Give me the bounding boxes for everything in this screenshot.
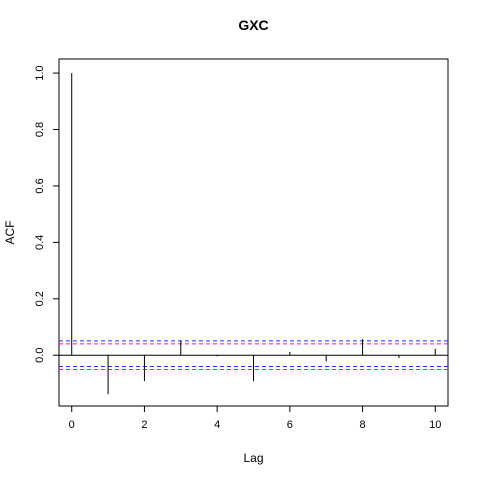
x-tick-label: 4 xyxy=(214,419,220,431)
y-tick-label: 1.0 xyxy=(34,65,46,80)
y-tick-label: 0.0 xyxy=(34,348,46,363)
y-tick-label: 0.6 xyxy=(34,178,46,193)
plot-frame xyxy=(58,58,449,407)
y-tick-label: 0.8 xyxy=(34,122,46,137)
x-tick-label: 0 xyxy=(69,419,75,431)
confidence-bounds xyxy=(59,340,448,371)
x-tick-label: 10 xyxy=(429,419,441,431)
acf-bars xyxy=(71,73,436,395)
x-axis: 0 2 4 6 8 10 xyxy=(69,405,441,431)
y-tick-label: 0.4 xyxy=(34,235,46,250)
y-axis-label: ACF xyxy=(3,221,17,245)
y-axis: 0.0 0.2 0.4 0.6 0.8 1.0 xyxy=(34,65,60,363)
x-tick-label: 8 xyxy=(360,419,366,431)
x-tick-label: 6 xyxy=(287,419,293,431)
chart-title: GXC xyxy=(238,17,268,33)
x-tick-label: 2 xyxy=(141,419,147,431)
y-tick-label: 0.2 xyxy=(34,291,46,306)
x-axis-label: Lag xyxy=(243,451,263,465)
